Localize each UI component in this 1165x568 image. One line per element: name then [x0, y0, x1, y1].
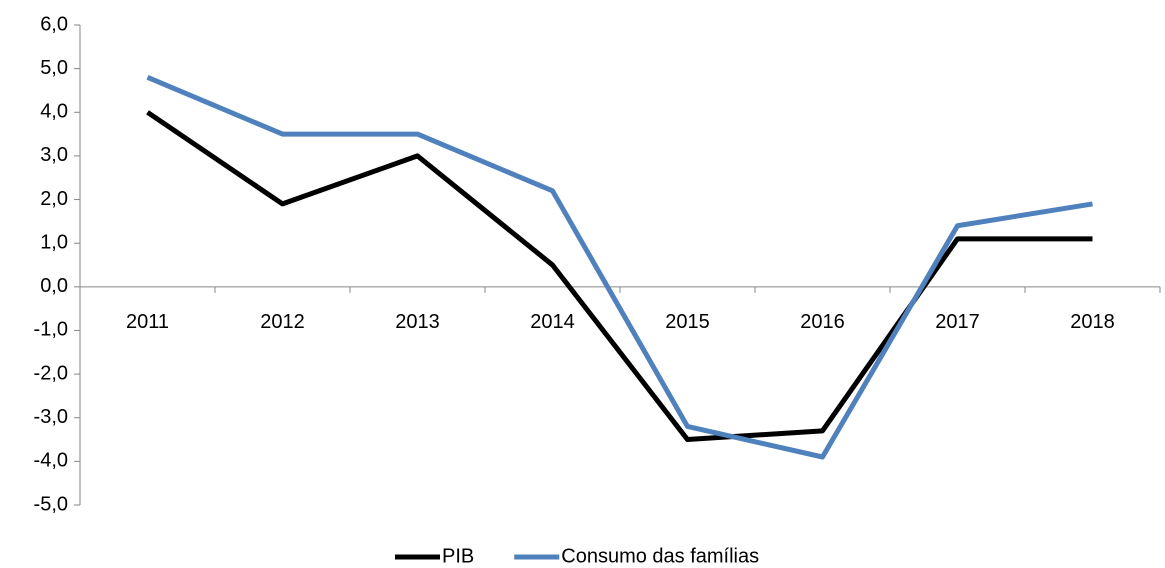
- y-tick-label: -2,0: [34, 362, 68, 384]
- y-tick-label: -5,0: [34, 493, 68, 515]
- series-line: [146, 75, 1093, 460]
- x-tick-label: 2016: [800, 311, 845, 333]
- y-tick-label: -1,0: [34, 319, 68, 341]
- y-tick-label: 5,0: [40, 57, 68, 79]
- series-line: [146, 110, 1093, 443]
- y-tick-label: 2,0: [40, 188, 68, 210]
- y-tick-label: 3,0: [40, 144, 68, 166]
- x-tick-label: 2014: [530, 311, 575, 333]
- y-tick-label: 4,0: [40, 101, 68, 123]
- x-tick-label: 2012: [260, 311, 305, 333]
- x-tick-label: 2013: [395, 311, 440, 333]
- x-tick-label: 2011: [126, 311, 169, 333]
- y-tick-label: -4,0: [34, 450, 68, 472]
- x-tick-label: 2018: [1070, 311, 1115, 333]
- legend-label: Consumo das famílias: [561, 545, 759, 567]
- y-tick-label: 1,0: [40, 231, 68, 253]
- x-tick-label: 2017: [935, 311, 980, 333]
- y-tick-label: 6,0: [40, 13, 68, 35]
- legend-label: PIB: [442, 545, 474, 567]
- y-tick-label: 0,0: [40, 275, 68, 297]
- x-tick-label: 2015: [665, 311, 710, 333]
- y-tick-label: -3,0: [34, 406, 68, 428]
